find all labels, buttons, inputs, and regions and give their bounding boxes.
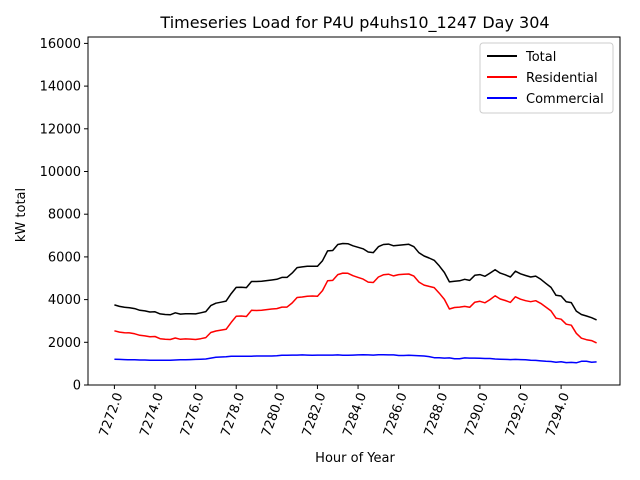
y-tick-label: 10000: [40, 165, 81, 180]
y-tick-label: 4000: [48, 293, 81, 308]
y-axis-label: kW total: [14, 188, 29, 242]
axes-frame: [87, 36, 621, 386]
legend-label-commercial: Commercial: [526, 92, 604, 107]
x-axis-label: Hour of Year: [315, 451, 395, 466]
y-tick-label: 14000: [40, 80, 81, 95]
series-line-total: [114, 242, 597, 321]
series-line-residential: [114, 272, 597, 344]
y-tick-label: 6000: [48, 250, 81, 265]
legend-label-residential: Residential: [526, 71, 598, 86]
legend: Total Residential Commercial: [479, 42, 614, 114]
y-tick-label: 16000: [40, 37, 81, 52]
y-tick-label: 8000: [48, 208, 81, 223]
legend-box: [479, 42, 614, 114]
series-line-commercial: [114, 353, 597, 364]
y-tick-label: 12000: [40, 122, 81, 137]
chart-title: Timeseries Load for P4U p4uhs10_1247 Day…: [159, 13, 549, 33]
y-tick-label: 0: [73, 379, 81, 394]
legend-label-total: Total: [525, 50, 556, 65]
y-tick-label: 2000: [48, 336, 81, 351]
